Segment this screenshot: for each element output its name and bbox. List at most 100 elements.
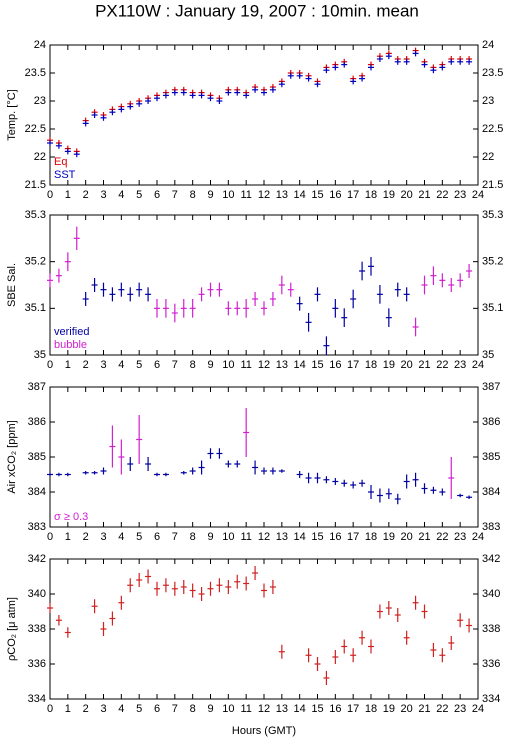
data-point bbox=[269, 467, 276, 475]
data-point bbox=[278, 469, 285, 473]
legend-label: SST bbox=[54, 169, 76, 181]
data-point bbox=[198, 92, 205, 99]
data-point bbox=[82, 292, 89, 306]
data-point bbox=[189, 92, 196, 99]
data-point bbox=[171, 89, 178, 96]
x-tick-label: 5 bbox=[136, 531, 142, 543]
data-point bbox=[457, 613, 464, 628]
data-point bbox=[64, 148, 71, 155]
x-tick-label: 5 bbox=[136, 189, 142, 201]
data-point bbox=[234, 301, 241, 316]
x-tick-label: 1 bbox=[65, 531, 71, 543]
data-point bbox=[350, 78, 357, 85]
y-tick-label: 35 bbox=[34, 349, 46, 361]
x-tick-label: 12 bbox=[258, 189, 270, 201]
data-point bbox=[127, 578, 134, 593]
data-point bbox=[323, 476, 330, 484]
data-point bbox=[100, 467, 107, 475]
data-point bbox=[145, 457, 152, 471]
x-tick-label: 22 bbox=[436, 531, 448, 543]
x-tick-label: 9 bbox=[207, 703, 213, 715]
x-tick-label: 20 bbox=[401, 531, 413, 543]
data-point bbox=[323, 67, 330, 74]
data-point bbox=[439, 64, 446, 71]
x-tick-label: 19 bbox=[383, 359, 395, 371]
data-point bbox=[350, 481, 357, 489]
y-tick-label: 35.1 bbox=[482, 302, 503, 314]
data-point bbox=[55, 615, 62, 626]
x-tick-label: 13 bbox=[276, 359, 288, 371]
data-point bbox=[225, 89, 232, 96]
data-point bbox=[118, 439, 125, 475]
data-point bbox=[439, 488, 446, 496]
data-point bbox=[332, 64, 339, 71]
data-point bbox=[73, 226, 80, 250]
data-point bbox=[296, 471, 303, 478]
data-point bbox=[412, 317, 419, 337]
x-tick-label: 17 bbox=[347, 703, 359, 715]
y-axis-label: Air xCO₂ [ppm] bbox=[6, 420, 18, 493]
data-point bbox=[403, 474, 410, 489]
data-point bbox=[359, 479, 366, 487]
data-point bbox=[243, 299, 250, 318]
x-tick-label: 5 bbox=[136, 703, 142, 715]
data-point bbox=[225, 301, 232, 316]
data-point bbox=[385, 308, 392, 327]
data-point bbox=[252, 566, 259, 580]
y-axis-label: Temp. [°C] bbox=[6, 89, 18, 140]
x-tick-label: 24 bbox=[472, 531, 484, 543]
y-tick-label: 22.5 bbox=[25, 123, 46, 135]
data-point bbox=[154, 472, 160, 477]
x-tick-label: 20 bbox=[401, 359, 413, 371]
data-point bbox=[448, 58, 455, 65]
x-tick-label: 11 bbox=[240, 531, 251, 543]
x-tick-label: 1 bbox=[65, 189, 71, 201]
data-point bbox=[376, 56, 383, 62]
data-point bbox=[189, 299, 196, 318]
x-tick-label: 17 bbox=[347, 531, 359, 543]
data-point bbox=[154, 299, 160, 318]
data-point bbox=[243, 92, 250, 99]
data-point bbox=[180, 89, 187, 96]
data-point bbox=[261, 467, 267, 475]
data-point bbox=[82, 471, 89, 475]
data-point bbox=[394, 608, 401, 622]
x-tick-label: 10 bbox=[222, 531, 234, 543]
x-tick-label: 14 bbox=[294, 703, 306, 715]
x-tick-label: 6 bbox=[154, 531, 160, 543]
data-point bbox=[376, 604, 383, 619]
y-tick-label: 334 bbox=[28, 693, 46, 705]
x-tick-label: 2 bbox=[83, 703, 89, 715]
data-point bbox=[287, 72, 294, 79]
y-tick-label: 384 bbox=[482, 486, 500, 498]
data-point bbox=[412, 595, 419, 610]
data-point bbox=[154, 95, 160, 102]
data-point bbox=[73, 151, 80, 158]
y-tick-label: 385 bbox=[28, 451, 46, 463]
data-point bbox=[198, 587, 205, 601]
data-point bbox=[278, 81, 285, 88]
x-tick-label: 10 bbox=[222, 359, 234, 371]
data-point bbox=[162, 92, 169, 99]
x-tick-label: 0 bbox=[47, 359, 53, 371]
data-point bbox=[261, 89, 267, 96]
data-point bbox=[127, 287, 134, 302]
data-point bbox=[109, 287, 116, 302]
data-point bbox=[91, 471, 98, 475]
x-tick-label: 23 bbox=[454, 189, 466, 201]
x-tick-label: 9 bbox=[207, 189, 213, 201]
x-tick-label: 8 bbox=[190, 703, 196, 715]
x-tick-label: 13 bbox=[276, 531, 288, 543]
data-point bbox=[359, 630, 366, 645]
x-tick-label: 13 bbox=[276, 703, 288, 715]
plot-frame bbox=[49, 214, 479, 356]
x-tick-label: 18 bbox=[365, 531, 377, 543]
data-point bbox=[448, 636, 455, 650]
data-point bbox=[403, 287, 410, 302]
x-tick-label: 23 bbox=[454, 703, 466, 715]
x-tick-label: 23 bbox=[454, 531, 466, 543]
data-point bbox=[100, 114, 107, 121]
data-point bbox=[403, 58, 410, 65]
data-point bbox=[305, 313, 312, 332]
data-point bbox=[368, 485, 374, 499]
